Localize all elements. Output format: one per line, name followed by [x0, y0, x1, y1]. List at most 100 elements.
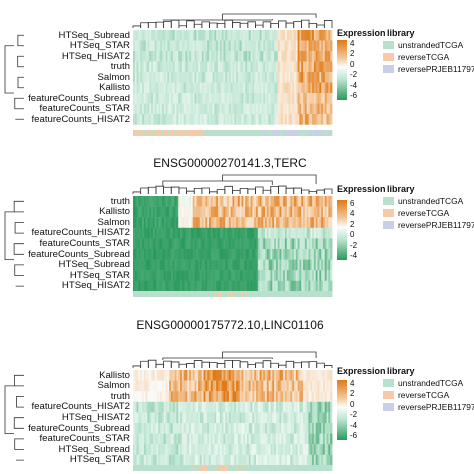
dendrogram-link	[247, 188, 256, 194]
library-cell	[154, 465, 157, 471]
heatmap-cell	[330, 412, 333, 424]
heatmap-cell	[190, 270, 194, 281]
heatmap-cell	[294, 227, 297, 239]
heatmap-cell	[219, 412, 223, 424]
heatmap-cell	[198, 259, 201, 271]
heatmap-cell	[196, 30, 199, 41]
library-cell	[270, 130, 273, 136]
heatmap-cell	[140, 270, 143, 281]
heatmap-cell	[301, 93, 304, 104]
heatmap-cell	[326, 40, 329, 52]
heatmap-cell	[246, 40, 250, 52]
heatmap-cell	[246, 380, 250, 392]
heatmap-cell	[192, 444, 195, 455]
heatmap-cell	[174, 391, 177, 402]
heatmap-cell	[192, 82, 195, 94]
heatmap-cell	[319, 227, 322, 239]
heatmap-cell	[225, 227, 228, 239]
heatmap-cell	[199, 423, 203, 434]
heatmap-cell	[259, 82, 262, 94]
library-cell	[158, 465, 161, 471]
library-cell	[274, 465, 277, 471]
heatmap-cell	[165, 93, 168, 104]
heatmap-cell	[330, 93, 333, 104]
heatmap-cell	[154, 82, 157, 94]
heatmap-cell	[221, 103, 224, 115]
heatmap-cell	[214, 249, 217, 260]
heatmap-cell	[196, 401, 199, 413]
library-cell	[297, 291, 300, 297]
heatmap-cell	[170, 370, 174, 381]
dendrogram-link	[224, 359, 233, 368]
heatmap-cell	[181, 217, 185, 228]
library-item-reverse-tcga: reverseTCGA	[383, 52, 449, 62]
heatmap-cell	[136, 412, 139, 424]
heatmap-cell	[187, 217, 190, 228]
heatmap-cell	[221, 196, 224, 207]
heatmap-cell	[277, 114, 280, 125]
dendrogram-link	[13, 243, 24, 255]
heatmap-2	[4, 174, 347, 297]
heatmap-cell	[183, 391, 186, 402]
heatmap-cell	[254, 227, 257, 239]
heatmap-cell	[136, 370, 139, 381]
dendrogram-link	[239, 361, 249, 368]
heatmap-cell	[326, 238, 329, 250]
heatmap-cell	[154, 206, 157, 218]
library-item-unstranded: unstrandedTCGA	[383, 40, 463, 50]
heatmap-cell	[216, 423, 219, 434]
heatmap-cell	[299, 196, 302, 207]
heatmap-cell	[286, 206, 289, 218]
heatmap-cell	[297, 227, 300, 239]
heatmap-cell	[274, 412, 277, 424]
heatmap-cell	[198, 412, 201, 424]
library-cell	[272, 465, 275, 471]
heatmap-cell	[158, 270, 161, 281]
heatmap-cell	[221, 114, 224, 125]
heatmap-cell	[228, 206, 232, 218]
heatmap-cell	[138, 412, 141, 424]
heatmap-cell	[286, 227, 289, 239]
library-cell	[250, 291, 253, 297]
heatmap-cell	[192, 40, 195, 52]
heatmap-cell	[256, 370, 259, 381]
heatmap-cell	[181, 114, 185, 125]
heatmap-cell	[156, 61, 159, 73]
dendrogram-link	[255, 24, 264, 28]
heatmap-cell	[227, 40, 230, 52]
heatmap-cell	[207, 412, 210, 424]
heatmap-cell	[315, 227, 318, 239]
heatmap-cell	[160, 370, 163, 381]
heatmap-cell	[297, 391, 300, 402]
heatmap-cell	[180, 391, 183, 402]
heatmap-cell	[265, 206, 268, 218]
heatmap-cell	[261, 103, 264, 115]
heatmap-cell	[237, 380, 241, 392]
heatmap-cell	[301, 249, 304, 260]
row-label: Kallisto	[99, 82, 130, 93]
heatmap-cell	[272, 103, 275, 115]
heatmap-cell	[234, 72, 237, 83]
heatmap-cell	[180, 51, 183, 62]
heatmap-cell	[174, 444, 177, 455]
heatmap-cell	[181, 391, 185, 402]
heatmap-cell	[306, 249, 309, 260]
heatmap-cell	[192, 93, 195, 104]
heatmap-cell	[199, 51, 203, 62]
heatmap-cell	[263, 72, 266, 83]
heatmap-cell	[143, 72, 147, 83]
library-cell	[326, 465, 329, 471]
heatmap-cell	[263, 238, 266, 250]
heatmap-cell	[163, 454, 166, 466]
heatmap-cell	[306, 401, 309, 413]
heatmap-cell	[326, 114, 329, 125]
library-cell	[270, 291, 273, 297]
heatmap-cell	[252, 227, 255, 239]
heatmap-cell	[170, 444, 174, 455]
heatmap-cell	[163, 380, 166, 392]
heatmap-cell	[136, 227, 139, 239]
heatmap-cell	[270, 72, 273, 83]
heatmap-cell	[156, 433, 159, 445]
heatmap-cell	[241, 380, 244, 392]
heatmap-cell	[284, 61, 288, 73]
